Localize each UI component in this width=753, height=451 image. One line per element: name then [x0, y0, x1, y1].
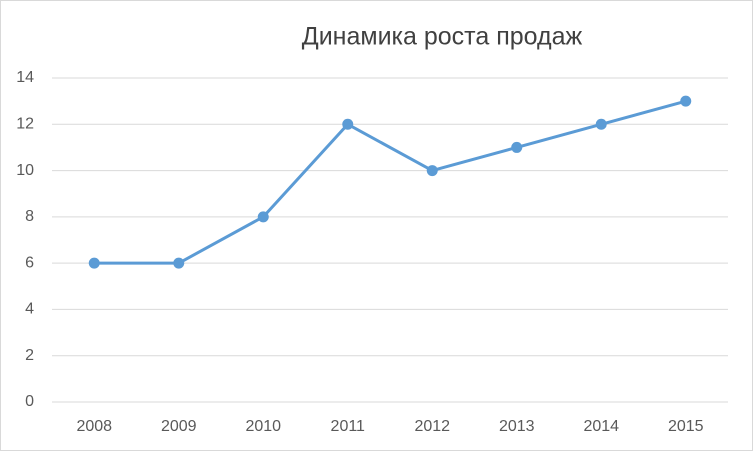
y-tick-label: 6 [25, 254, 34, 271]
y-tick-label: 2 [25, 347, 34, 364]
data-point [511, 141, 523, 153]
data-line [94, 99, 687, 265]
y-tick-label: 4 [25, 301, 34, 318]
x-tick-label: 2014 [583, 418, 619, 435]
y-tick-label: 10 [16, 162, 34, 179]
x-tick-label: 2010 [245, 418, 281, 435]
y-tick-label: 14 [16, 69, 34, 86]
y-tick-label: 0 [25, 393, 34, 410]
y-tick-label: 12 [16, 116, 34, 133]
data-point [173, 257, 185, 269]
x-tick-label: 2015 [668, 418, 704, 435]
x-tick-label: 2009 [161, 418, 197, 435]
y-tick-label: 8 [25, 208, 34, 225]
data-point [257, 211, 269, 223]
x-tick-label: 2011 [331, 418, 366, 435]
x-tick-label: 2013 [499, 418, 535, 435]
data-point [88, 257, 100, 269]
data-point [342, 118, 354, 130]
x-tick-label: 2008 [76, 418, 112, 435]
data-point [680, 95, 692, 107]
data-point [426, 165, 438, 177]
chart-title: Динамика роста продаж [302, 23, 583, 51]
x-tick-label: 2012 [414, 418, 450, 435]
data-point [595, 118, 607, 130]
